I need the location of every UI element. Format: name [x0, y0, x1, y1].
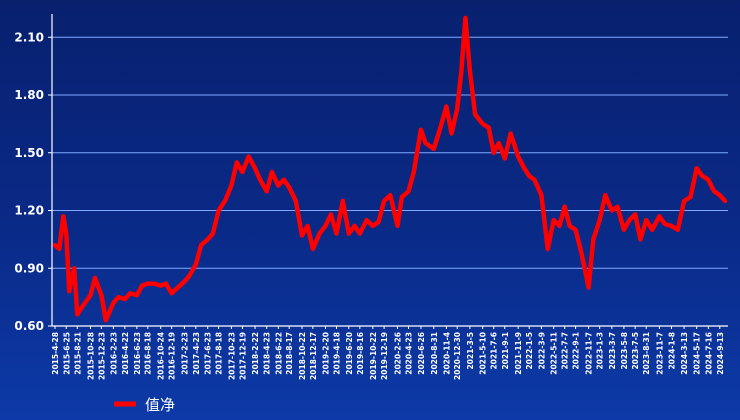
x-tick-label: 2019-4-18: [333, 332, 342, 375]
x-tick-label: 2020-6-26: [417, 332, 426, 375]
x-tick-label: 2015-12-23: [97, 332, 106, 380]
x-tick-label: 2024-7-16: [704, 332, 713, 375]
x-tick-label: 2019-8-16: [356, 332, 365, 375]
x-tick-label: 2022-7-7: [561, 332, 570, 370]
series-line: [52, 15, 728, 323]
y-tick-label: 0.90: [14, 261, 44, 275]
x-tick-label: 2016-10-24: [157, 332, 166, 380]
x-tick-label: 2015-6-25: [62, 332, 71, 375]
x-tick-label: 2023-3-7: [608, 332, 617, 370]
y-tick-label: 1.50: [14, 146, 44, 160]
x-tick-label: 2022-11-7: [585, 332, 594, 375]
x-tick-label: 2023-7-5: [631, 332, 640, 370]
x-tick-label: 2022-9-1: [572, 332, 581, 370]
x-tick-label: 2016-4-22: [121, 332, 130, 375]
x-tick-label: 2024-5-17: [693, 332, 702, 375]
x-tick-label: 2015-10-28: [87, 332, 96, 380]
x-tick-label: 2022-5-11: [550, 332, 559, 375]
x-tick-label: 2019-12-19: [380, 332, 389, 380]
x-tick-label: 2021-9-1: [501, 332, 510, 370]
x-tick-label: 2021-11-9: [514, 332, 523, 375]
x-tick-label: 2019-10-22: [369, 332, 378, 380]
x-tick-label: 2017-4-23: [192, 332, 201, 375]
x-tick-label: 2020-4-23: [405, 332, 414, 375]
x-tick-label: 2023-8-31: [642, 332, 651, 375]
x-tick-label: 2017-2-23: [180, 332, 189, 375]
x-tick-label: 2015-4-28: [51, 332, 60, 375]
x-tick-label: 2019-6-20: [345, 332, 354, 375]
y-tick-label: 1.20: [14, 204, 44, 218]
x-tick-label: 2020-11-4: [442, 332, 451, 375]
x-tick-label: 2023-5-8: [620, 332, 629, 370]
x-tick-label: 2017-8-18: [215, 332, 224, 375]
x-tick-label: 2018-12-17: [309, 332, 318, 380]
y-tick-labels: 0.60 0.90 1.20 1.50 1.80 2.10: [14, 30, 44, 333]
x-tick-label: 2024-3-13: [680, 332, 689, 375]
x-tick-label: 2020-12-30: [453, 332, 462, 380]
x-tick-label: 2022-3-9: [537, 332, 546, 370]
x-tick-label: 2018-4-23: [263, 332, 272, 375]
x-tick-label: 2019-2-20: [321, 332, 330, 375]
x-tick-label: 2015-8-21: [73, 332, 82, 375]
x-tick-labels: 2015-4-28 2015-6-25 2015-8-21 2015-10-28 201…: [51, 332, 725, 380]
x-tick-label: 2018-8-17: [285, 332, 294, 375]
x-tick-label: 2024-1-8: [667, 332, 676, 370]
axis-layer: [48, 14, 728, 329]
x-tick-label: 2023-11-7: [655, 332, 664, 375]
x-tick-label: 2017-10-23: [227, 332, 236, 380]
legend-label: 值净: [145, 396, 175, 414]
grid-layer: [52, 36, 728, 269]
x-tick-label: 2016-12-19: [168, 332, 177, 380]
x-tick-label: 2021-7-6: [490, 332, 499, 370]
x-tick-label: 2018-6-22: [274, 332, 283, 375]
x-tick-label: 2021-5-10: [479, 332, 488, 375]
x-tick-label: 2018-2-22: [251, 332, 260, 375]
x-tick-label: 2016-2-23: [109, 332, 118, 375]
y-tick-label: 0.60: [14, 319, 44, 333]
y-tick-label: 1.80: [14, 88, 44, 102]
x-tick-label: 2017-6-23: [204, 332, 213, 375]
x-tick-label: 2016-6-23: [133, 332, 142, 375]
legend: 值净: [114, 396, 175, 414]
x-tick-label: 2016-8-18: [144, 332, 153, 375]
x-tick-label: 2021-3-5: [466, 332, 475, 370]
x-tick-label: 2020-2-26: [393, 332, 402, 375]
x-tick-label: 2018-10-22: [298, 332, 307, 380]
series-layer: [52, 15, 728, 323]
x-tick-label: 2017-12-19: [238, 332, 247, 380]
x-tick-label: 2023-1-3: [596, 332, 605, 370]
x-tick-label: 2024-9-13: [716, 332, 725, 375]
x-tick-label: 2022-1-5: [525, 332, 534, 370]
y-tick-label: 2.10: [14, 30, 44, 44]
x-tick-label: 2020-8-31: [430, 332, 439, 375]
